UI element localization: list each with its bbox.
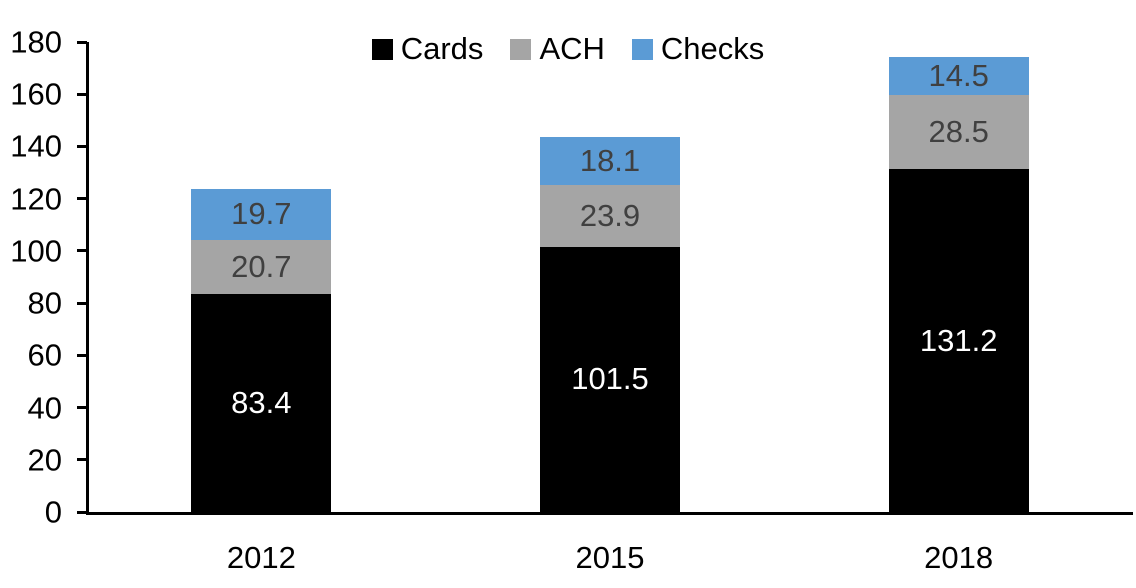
y-axis-tick <box>77 249 87 253</box>
legend-swatch-icon <box>371 38 393 60</box>
legend-swatch-icon <box>631 38 653 60</box>
bar-segment-cards: 131.2 <box>888 169 1029 512</box>
legend-item: Cards <box>371 31 484 66</box>
data-label: 20.7 <box>231 249 292 285</box>
data-label: 14.5 <box>928 58 989 94</box>
y-axis-label: 80 <box>27 285 62 321</box>
y-axis-tick <box>77 197 87 201</box>
y-axis-label: 60 <box>27 337 62 373</box>
legend-label: ACH <box>539 31 605 66</box>
y-axis-tick <box>77 353 87 357</box>
bar-2018: 131.2 28.5 14.5 <box>888 57 1029 512</box>
x-axis-label: 2018 <box>924 540 994 575</box>
y-axis-label: 0 <box>44 494 62 530</box>
x-axis-label: 2012 <box>226 540 296 575</box>
bar-segment-cards: 83.4 <box>191 294 332 512</box>
y-axis-label: 140 <box>10 128 62 164</box>
y-axis-label: 120 <box>10 181 62 217</box>
y-axis-tick <box>77 301 87 305</box>
data-label: 28.5 <box>928 114 989 150</box>
bar-2012: 83.4 20.7 19.7 <box>191 188 332 512</box>
legend: Cards ACH Checks <box>0 32 1136 66</box>
data-label: 101.5 <box>571 361 649 397</box>
data-label: 23.9 <box>579 197 641 233</box>
legend-item: ACH <box>510 31 605 66</box>
y-axis-label: 100 <box>10 233 62 269</box>
bar-segment-checks: 19.7 <box>191 188 332 241</box>
y-axis-label: 160 <box>10 76 62 112</box>
y-axis-tick <box>77 510 87 514</box>
legend-swatch-icon <box>510 38 532 60</box>
y-axis-line <box>86 42 89 515</box>
x-axis-label: 2015 <box>575 540 645 575</box>
data-label: 131.2 <box>919 322 998 358</box>
legend-label: Cards <box>400 31 484 66</box>
data-label: 83.4 <box>231 385 292 421</box>
bar-segment-checks: 14.5 <box>888 57 1029 96</box>
data-label: 18.1 <box>579 142 641 178</box>
y-axis-tick <box>77 406 87 410</box>
y-axis-label: 20 <box>27 442 62 478</box>
legend-item: Checks <box>631 31 765 66</box>
y-axis-tick <box>77 92 87 96</box>
bar-segment-ach: 20.7 <box>191 240 332 295</box>
y-axis-label: 40 <box>27 390 62 426</box>
y-axis-label: 180 <box>10 24 62 60</box>
y-axis-tick <box>77 458 87 462</box>
bar-segment-ach: 28.5 <box>888 95 1029 170</box>
y-axis-tick <box>77 40 87 44</box>
bar-segment-checks: 18.1 <box>540 137 680 185</box>
data-label: 19.7 <box>231 196 292 232</box>
legend-label: Checks <box>660 31 765 66</box>
y-axis-tick <box>77 144 87 148</box>
bar-segment-cards: 101.5 <box>540 246 680 512</box>
x-axis-line <box>86 512 1133 515</box>
bar-segment-ach: 23.9 <box>540 184 680 247</box>
bar-2015: 101.5 23.9 18.1 <box>540 137 680 512</box>
